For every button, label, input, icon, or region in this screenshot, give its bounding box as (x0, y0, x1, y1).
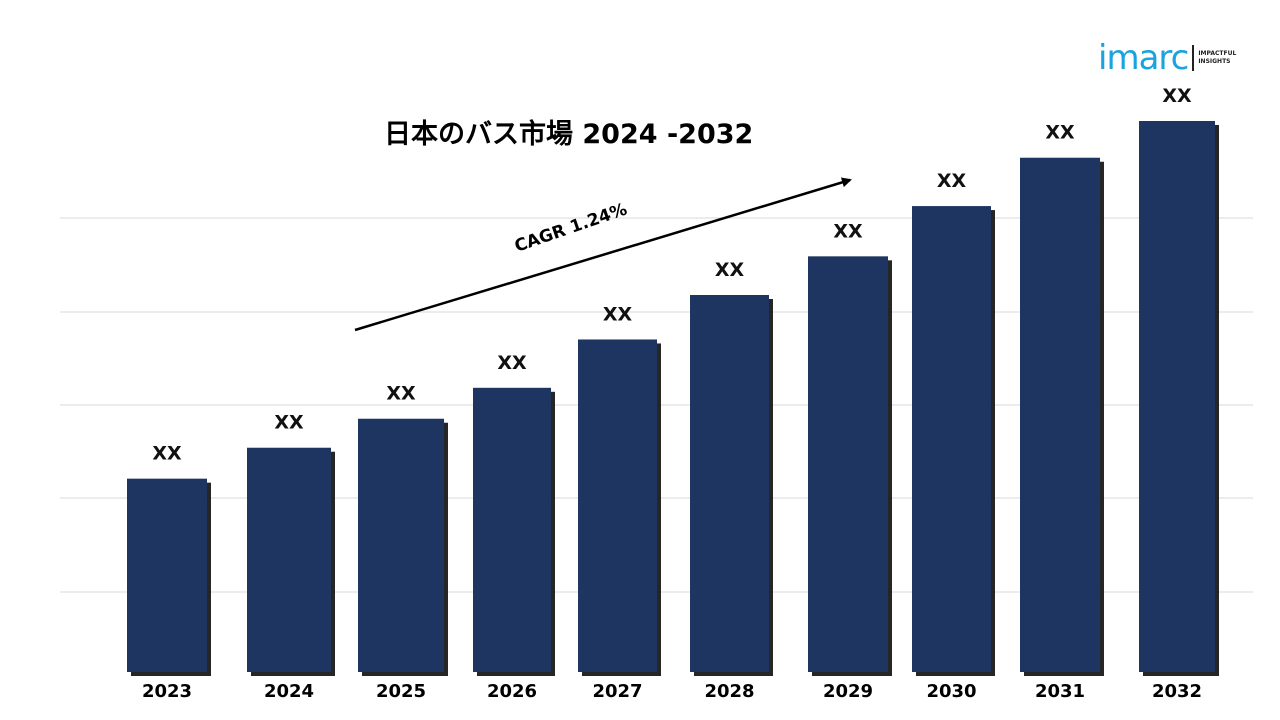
logo-tagline-2: INSIGHTS (1198, 58, 1231, 65)
cagr-label: CAGR 1.24% (512, 200, 630, 257)
bars (127, 121, 1219, 677)
imarc-logo: imarc IMPACTFUL INSIGHTS (1098, 36, 1236, 80)
logo-tagline: IMPACTFUL INSIGHTS (1198, 50, 1236, 66)
data-label-2024: XX (274, 412, 304, 434)
x-tick-2027: 2027 (592, 681, 642, 702)
logo-tagline-1: IMPACTFUL (1198, 50, 1237, 57)
data-label-2026: XX (497, 352, 527, 374)
data-label-2028: XX (715, 259, 745, 281)
x-tick-2025: 2025 (376, 681, 426, 702)
x-tick-2028: 2028 (704, 681, 754, 702)
data-label-2025: XX (386, 383, 416, 405)
bar-2026 (473, 387, 551, 672)
data-label-2030: XX (937, 170, 967, 192)
cagr-arrow (354, 177, 852, 332)
data-label-2032: XX (1162, 85, 1192, 107)
x-tick-2032: 2032 (1152, 681, 1202, 702)
bar-2028 (690, 295, 769, 672)
bar-2032 (1139, 121, 1215, 672)
x-tick-2031: 2031 (1035, 681, 1085, 702)
logo-divider (1192, 45, 1195, 71)
x-tick-2023: 2023 (142, 681, 192, 702)
logo-word: imarc (1098, 38, 1189, 78)
data-label-2031: XX (1045, 122, 1075, 144)
bar-2025 (358, 418, 444, 672)
x-tick-2029: 2029 (823, 681, 873, 702)
bar-2031 (1020, 157, 1100, 672)
bar-2023 (127, 478, 207, 672)
chart-title: 日本のバス市場 2024 -2032 (384, 119, 754, 150)
bar-2027 (578, 339, 657, 672)
data-label-2023: XX (152, 443, 182, 465)
x-tick-2026: 2026 (487, 681, 537, 702)
bar-2024 (247, 447, 331, 672)
bar-2029 (808, 256, 888, 672)
x-tick-2030: 2030 (926, 681, 976, 702)
x-axis-ticks: 2023 2024 2025 2026 2027 2028 2029 2030 2031 2032 (142, 681, 1202, 702)
data-label-2027: XX (603, 303, 633, 325)
data-label-2029: XX (833, 220, 863, 242)
bar-2030 (912, 206, 991, 673)
x-tick-2024: 2024 (264, 681, 314, 702)
data-labels: XX XX XX XX XX XX XX XX XX XX (152, 85, 1192, 465)
